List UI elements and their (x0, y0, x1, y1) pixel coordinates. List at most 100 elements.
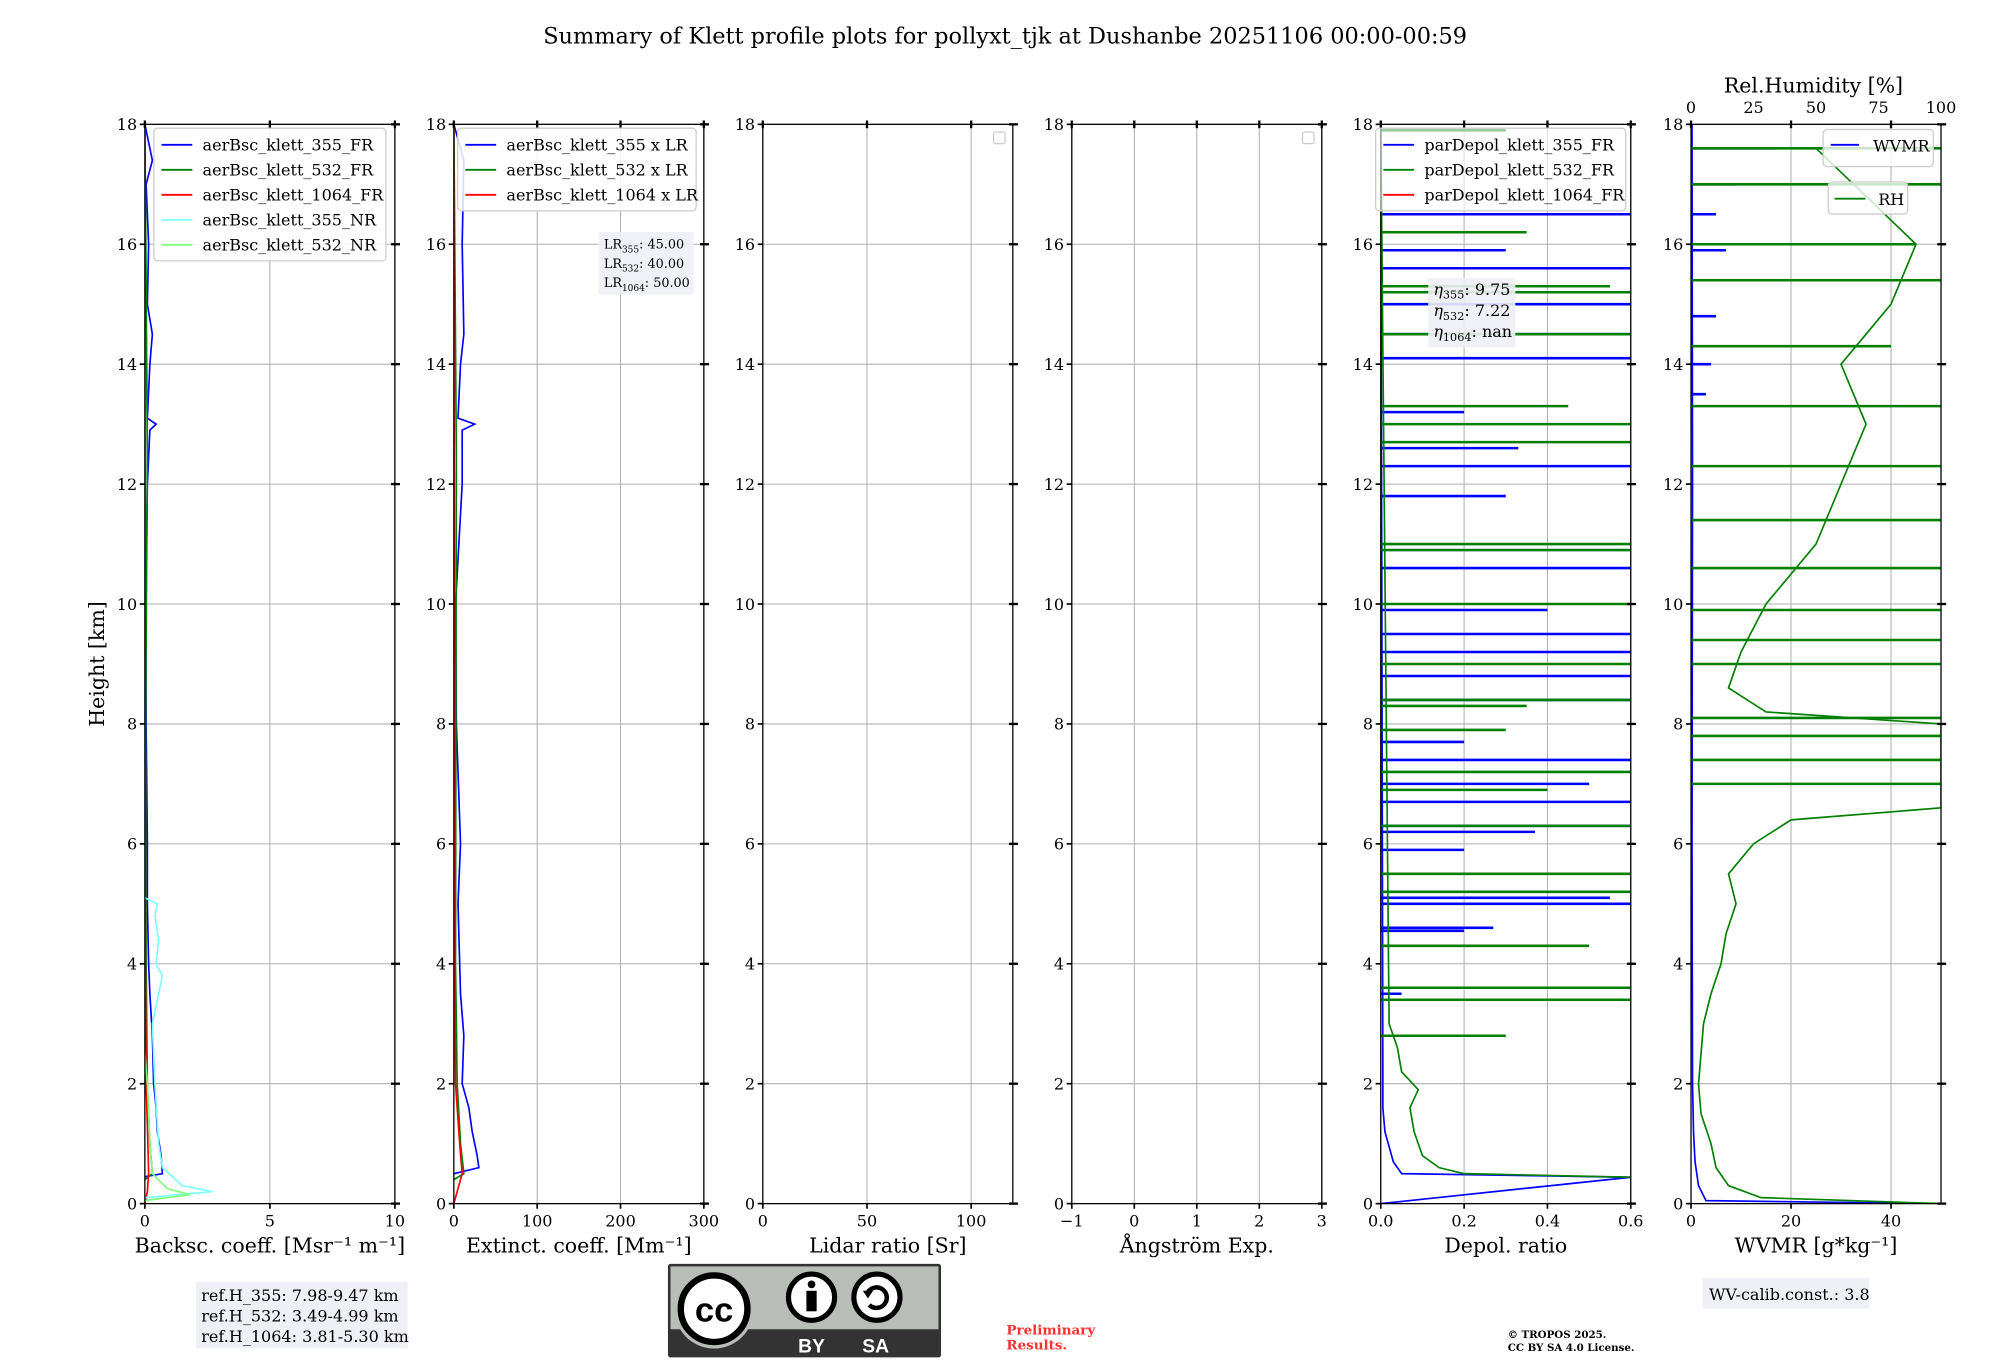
y-tick-label: 10 (735, 595, 755, 614)
y-tick-label: 0 (436, 1194, 446, 1213)
license-by-label: BY (798, 1336, 825, 1357)
legend-frame (1375, 127, 1627, 212)
legend-entry: parDepol_klett_355_FR (1424, 136, 1615, 155)
y-tick-label: 14 (1044, 355, 1064, 374)
y-tick-label: 4 (745, 955, 755, 974)
top-x-tick-label: 50 (1806, 98, 1826, 117)
series-line-aerBsc_klett_532 x LR (453, 124, 465, 1181)
y-tick-label: 8 (1054, 715, 1064, 734)
x-tick-label: 0.4 (1535, 1212, 1560, 1231)
annotation-frame (598, 232, 694, 295)
axes-frame (1380, 123, 1632, 1205)
y-tick-label: 8 (745, 715, 755, 734)
x-tick-label: 5 (265, 1212, 275, 1231)
y-tick-label: 10 (426, 595, 446, 614)
y-tick-label: 6 (1673, 835, 1683, 854)
annotation-subscript: 355 (622, 246, 639, 256)
annotation-symbol: η (1433, 301, 1443, 320)
x-tick-label: 0.6 (1618, 1212, 1643, 1231)
wv-calibration-box: WV-calib.const.: 3.8 (1702, 1277, 1870, 1309)
series-line-parDepol_klett_532_FR (1380, 124, 1631, 1179)
y-tick-label: 12 (426, 475, 446, 494)
y-tick-label: 6 (745, 835, 755, 854)
y-tick-label: 0 (127, 1194, 137, 1213)
y-tick-label: 18 (1663, 115, 1683, 134)
license-sa-label: SA (862, 1336, 889, 1357)
cc-by-sa-logo: cc BY SA (667, 1263, 942, 1358)
x-tick-label: 20 (1781, 1212, 1801, 1231)
annotation-value: : 50.00 (645, 276, 690, 291)
annotation-value: : 7.22 (1464, 301, 1510, 320)
y-tick-label: 10 (1044, 595, 1064, 614)
x-axis-label: WVMR [g*kg⁻¹] (1735, 1233, 1898, 1257)
y-tick-label: 14 (1663, 355, 1683, 374)
y-tick-label: 4 (1054, 955, 1064, 974)
figure-title: Summary of Klett profile plots for polly… (543, 24, 1467, 50)
annotation-symbol: LR (604, 238, 622, 253)
y-tick-label: 2 (1054, 1074, 1064, 1093)
y-tick-label: 6 (127, 835, 137, 854)
legend-entry: aerBsc_klett_532_NR (203, 236, 377, 255)
y-tick-label: 0 (1673, 1194, 1683, 1213)
legend-entry: aerBsc_klett_355_FR (203, 136, 375, 155)
legend-depol: parDepol_klett_355_FR parDepol_klett_532_… (1375, 127, 1627, 212)
x-tick-label: 0.2 (1451, 1212, 1476, 1231)
x-tick-label: 0 (449, 1212, 459, 1231)
series-line-WVMR (1691, 124, 1942, 1204)
y-tick-label: 18 (1353, 115, 1373, 134)
annotation-subscript: 532 (622, 265, 639, 275)
y-tick-label: 2 (1673, 1074, 1683, 1093)
share-alike-icon (851, 1271, 903, 1323)
y-tick-label: 16 (1663, 235, 1683, 254)
series-group (1691, 124, 1942, 1204)
y-tick-label: 12 (1044, 475, 1064, 494)
x-tick-label: 0 (758, 1212, 768, 1231)
x-axis-label: Lidar ratio [Sr] (809, 1233, 966, 1257)
series-group (453, 124, 480, 1204)
y-tick-label: 16 (735, 235, 755, 254)
y-tick-label: 14 (735, 355, 755, 374)
x-tick-label: 2 (1254, 1212, 1264, 1231)
annotation-line: LR355: 45.00 (604, 238, 684, 256)
y-tick-label: 4 (1673, 955, 1683, 974)
y-tick-label: 16 (1353, 235, 1373, 254)
legend-entry: aerBsc_klett_1064 x LR (506, 186, 698, 205)
x-tick-label: 50 (857, 1212, 877, 1231)
x-tick-label: 100 (522, 1212, 553, 1231)
y-tick-label: 10 (1663, 595, 1683, 614)
top-x-tick-label: 75 (1868, 98, 1888, 117)
annotation-value: : 40.00 (639, 257, 684, 272)
x-tick-label: 40 (1881, 1212, 1901, 1231)
x-tick-label: 1 (1192, 1212, 1202, 1231)
series-line-aerBsc_klett_355_NR (144, 897, 213, 1199)
panel-2: 0 2 4 6 8 10 12 14 16 18 0 100 200 300 Extinct. coeff.… (426, 115, 719, 1257)
annotation-line: η355: 9.75 (1433, 280, 1510, 302)
y-tick-label: 6 (436, 835, 446, 854)
attribution-person-icon (785, 1271, 838, 1323)
y-tick-label: 4 (436, 955, 446, 974)
legend-entry: RH (1878, 190, 1904, 209)
preliminary-results-note-2: Results. (1006, 1338, 1067, 1354)
annotation-subscript: 1064 (622, 284, 645, 294)
x-axis-label: Depol. ratio (1444, 1233, 1567, 1257)
x-axis-label: Ångström Exp. (1119, 1232, 1274, 1257)
y-tick-label: 8 (1363, 715, 1373, 734)
axes-frame (453, 123, 705, 1205)
y-tick-label: 4 (127, 955, 137, 974)
y-tick-label: 12 (1663, 475, 1683, 494)
legend-rh: RH (1827, 181, 1909, 215)
x-tick-label: 0 (1129, 1212, 1139, 1231)
panel-1: 0 2 4 6 8 10 12 14 16 18 0 5 10 Backsc. coeff. [Msr⁻¹… (117, 115, 405, 1257)
y-tick-label: 4 (1363, 955, 1373, 974)
axes-frame (1690, 123, 1942, 1205)
preliminary-results-note: Preliminary (1006, 1322, 1096, 1338)
y-axis-label: Height [km] (85, 601, 109, 727)
y-tick-label: 8 (436, 715, 446, 734)
wv-calibration-constant: WV-calib.const.: 3.8 (1709, 1285, 1870, 1304)
annotation-line: η1064: nan (1433, 322, 1512, 344)
